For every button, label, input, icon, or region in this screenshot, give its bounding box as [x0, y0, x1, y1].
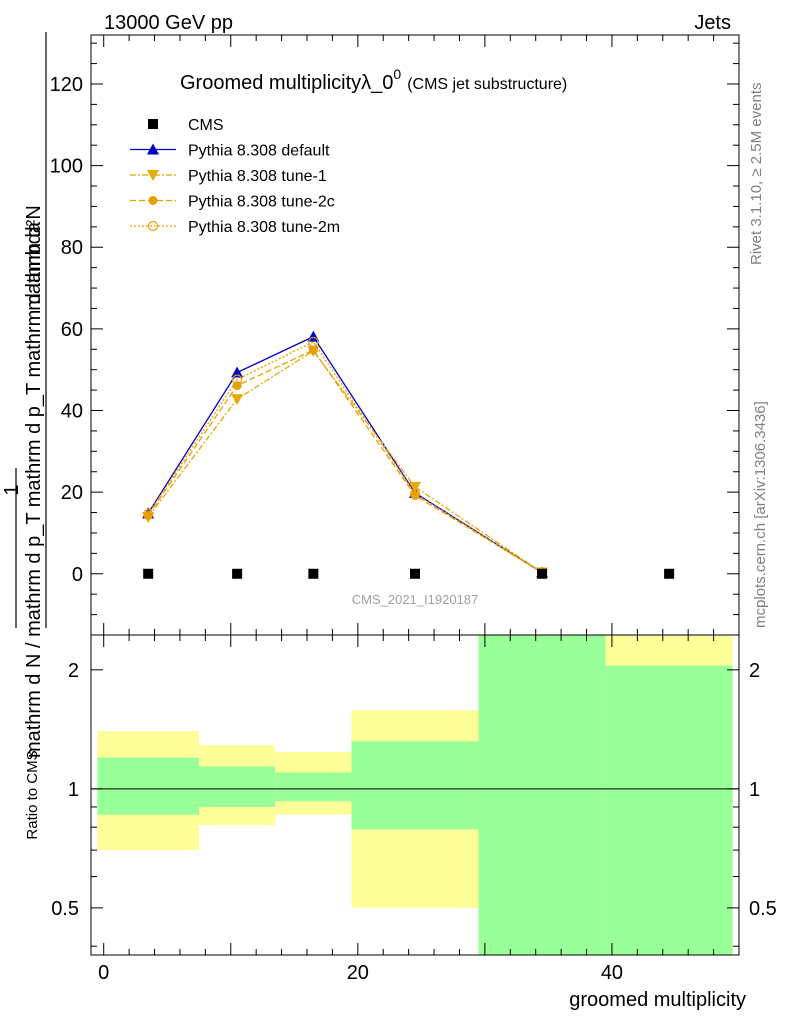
legend-label-4: Pythia 8.308 tune-2m — [188, 219, 340, 236]
ratio-y-tick-label-right: 0.5 — [749, 898, 777, 920]
legend-marker-4 — [147, 220, 159, 232]
series-line-4 — [147, 341, 543, 574]
chart-title-superscript: 0 — [393, 66, 401, 82]
legend-label-0: CMS — [188, 117, 224, 134]
legend-label-1: Pythia 8.308 default — [188, 143, 330, 160]
legend-label-3: Pythia 8.308 tune-2c — [188, 194, 335, 211]
ratio-band-green-3 — [351, 741, 479, 830]
analysis-watermark: CMS_2021_I1920187 — [352, 592, 479, 607]
series-point-0 — [232, 568, 243, 579]
x-tick-label: 40 — [601, 962, 623, 984]
series-1 — [142, 330, 549, 578]
series-point-4 — [143, 509, 154, 520]
series-layer — [142, 330, 675, 579]
ratio-plot-frame — [90, 634, 740, 956]
series-point-0 — [537, 568, 548, 579]
series-point-1 — [231, 366, 244, 378]
x-tick-label: 0 — [98, 962, 109, 984]
series-point-3 — [308, 345, 318, 355]
rivet-label: Rivet 3.1.10, ≥ 2.5M events — [748, 83, 765, 266]
header-left: 13000 GeV pp — [104, 12, 233, 34]
series-3 — [143, 345, 547, 578]
ratio-band-green-5 — [605, 665, 733, 955]
ratio-band-green-0 — [97, 757, 199, 815]
ylabel-numerator: mathrm d²N — [23, 205, 45, 311]
series-point-4 — [232, 374, 243, 385]
main-y-tick-label: 80 — [61, 237, 83, 259]
ratio-band-green-1 — [199, 766, 276, 807]
x-axis-label: groomed multiplicity — [569, 989, 746, 1011]
series-point-2 — [409, 481, 421, 493]
chart-title: Groomed multiplicityλ_00(CMS jet substru… — [180, 66, 567, 94]
legend-marker-1 — [147, 143, 159, 155]
series-point-0 — [664, 568, 675, 579]
series-point-0 — [143, 568, 154, 579]
chart-subtitle: (CMS jet substructure) — [407, 76, 567, 93]
legend: CMS Pythia 8.308 default Pythia 8.308 tune… — [130, 117, 340, 236]
series-point-4 — [308, 336, 319, 348]
ratio-y-tick-label: 0.5 — [51, 898, 79, 920]
ratio-y-label: Ratio to CMS — [24, 750, 41, 839]
main-y-tick-label: 120 — [50, 74, 83, 96]
series-point-0 — [410, 568, 420, 579]
ratio-band-green-2 — [275, 772, 352, 802]
ratio-y-tick-label: 2 — [68, 660, 79, 682]
ylabel-denominator: mathrm d N / mathrm d p_T mathrm d p_T m… — [23, 221, 45, 758]
series-point-2 — [231, 394, 244, 406]
main-y-tick-label: 0 — [72, 564, 83, 586]
series-point-4 — [409, 488, 421, 499]
ylabel-one: 1 — [1, 484, 23, 495]
main-y-tick-label: 20 — [61, 482, 83, 504]
series-4 — [143, 336, 548, 578]
series-line-2 — [147, 350, 543, 574]
main-y-tick-label: 40 — [61, 401, 83, 423]
header-right: Jets — [694, 12, 731, 34]
mcplots-label: mcplots.cern.ch [arXiv:1306.3436] — [752, 401, 769, 628]
x-tick-label: 20 — [347, 962, 369, 984]
series-line-3 — [147, 349, 543, 574]
series-point-0 — [308, 568, 319, 579]
ratio-y-tick-label: 1 — [68, 779, 79, 801]
legend-label-2: Pythia 8.308 tune-1 — [188, 168, 327, 185]
main-y-axis-label: mathrm d²N 1 mathrm d N / mathrm d p_T m… — [1, 32, 47, 758]
main-y-tick-label: 60 — [61, 319, 83, 341]
axes: 0 20 40 60 80 100 120 0 20 40 0.5 0.5 1 1 2 2 — [50, 35, 777, 984]
legend-marker-0 — [148, 119, 158, 129]
ratio-band-green-4 — [478, 635, 606, 955]
ratio-y-tick-label-right: 1 — [749, 779, 760, 801]
legend-marker-3 — [148, 196, 158, 205]
legend-marker-2 — [147, 170, 159, 181]
ratio-bands — [97, 635, 733, 955]
series-2 — [142, 345, 549, 579]
main-y-tick-label: 100 — [50, 156, 83, 178]
series-0 — [143, 568, 675, 579]
ratio-y-tick-label-right: 2 — [749, 660, 760, 682]
